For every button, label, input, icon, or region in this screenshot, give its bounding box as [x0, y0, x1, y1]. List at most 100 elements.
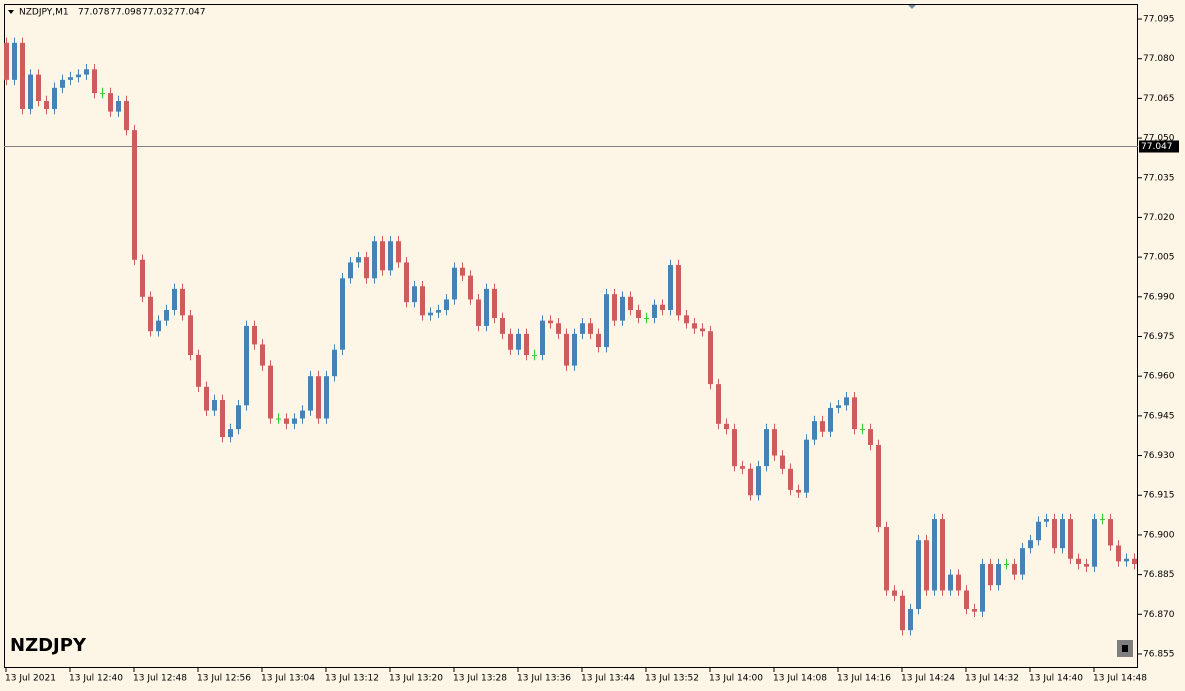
candle-body: [700, 328, 705, 332]
candle-body: [340, 278, 345, 350]
candle-body: [1100, 519, 1105, 521]
candle-body: [100, 93, 105, 95]
x-tick-label: 13 Jul 13:36: [517, 674, 571, 684]
candle-body: [1060, 519, 1065, 549]
candle-body: [1092, 519, 1097, 567]
candle-body: [92, 69, 97, 94]
candle-body: [484, 288, 489, 326]
x-tick-label: 13 Jul 13:12: [325, 674, 379, 684]
x-tick-label: 13 Jul 12:56: [197, 674, 251, 684]
candle-body: [548, 320, 553, 324]
menu-arrow[interactable]: [8, 10, 14, 14]
header-value: 77.047: [174, 8, 206, 18]
x-tick-label: 13 Jul 14:32: [965, 674, 1019, 684]
x-tick-label: 13 Jul 14:00: [709, 674, 763, 684]
candle-body: [724, 423, 729, 430]
y-tick-label: 76.975: [1143, 332, 1175, 342]
candle-body: [676, 265, 681, 316]
candle-body: [68, 77, 73, 80]
plot-frame: [4, 4, 1138, 668]
candle-body: [628, 296, 633, 311]
candle-body: [116, 101, 121, 112]
candle-body: [596, 333, 601, 348]
candle-body: [812, 421, 817, 440]
candle-body: [796, 489, 801, 493]
candle-body: [868, 429, 873, 445]
candle-body: [1116, 545, 1121, 562]
shift-marker[interactable]: [908, 5, 916, 9]
x-tick-label: 13 Jul 14:40: [1029, 674, 1083, 684]
candle-body: [956, 574, 961, 591]
candle-body: [1076, 558, 1081, 565]
candle-body: [132, 130, 137, 260]
candle-body: [820, 421, 825, 432]
candle-body: [180, 288, 185, 316]
y-tick-label: 77.095: [1143, 15, 1175, 25]
candle-body: [1108, 519, 1113, 546]
candle-body: [692, 323, 697, 329]
candle-body: [748, 468, 753, 496]
y-tick-label: 76.945: [1143, 411, 1175, 421]
candle-body: [332, 349, 337, 377]
candle-body: [660, 304, 665, 311]
candle-body: [500, 317, 505, 334]
candle-body: [204, 386, 209, 411]
candle-body: [476, 299, 481, 326]
candle-body: [444, 299, 449, 311]
y-tick-label: 77.020: [1143, 213, 1175, 223]
candle-body: [28, 74, 33, 109]
candle-body: [172, 288, 177, 311]
candle-body: [804, 439, 809, 493]
candle-body: [508, 333, 513, 350]
header-value: 77.098: [110, 8, 142, 18]
candle-body: [996, 564, 1001, 586]
candle-body: [884, 526, 889, 591]
candle-body: [1004, 564, 1009, 566]
x-tick-label: 13 Jul 13:04: [261, 674, 315, 684]
candle-body: [740, 466, 745, 469]
candle-body: [108, 93, 113, 112]
candle-body: [620, 296, 625, 321]
candle-body: [236, 405, 241, 430]
symbol-label: NZDJPY,M1: [19, 8, 69, 18]
candle-body: [588, 323, 593, 334]
candle-body: [468, 275, 473, 300]
candle-body: [828, 407, 833, 432]
candle-body: [732, 429, 737, 467]
candle-body: [220, 399, 225, 438]
y-tick-label: 76.915: [1143, 491, 1175, 501]
candle-body: [852, 397, 857, 430]
candle-body: [164, 310, 169, 321]
scroll-button-icon: [1122, 645, 1128, 652]
candle-body: [860, 429, 865, 431]
candle-body: [388, 241, 393, 271]
candle-body: [988, 564, 993, 586]
plot-area: [4, 37, 1138, 636]
candle-body: [244, 325, 249, 406]
candle-body: [652, 304, 657, 318]
candle-body: [844, 397, 849, 406]
candle-body: [1132, 558, 1137, 565]
candle-body: [412, 286, 417, 303]
candle-body: [1028, 540, 1033, 549]
candle-body: [492, 288, 497, 318]
candle-body: [52, 87, 57, 109]
candle-body: [156, 320, 161, 332]
candle-body: [1044, 519, 1049, 522]
candle-body: [612, 294, 617, 321]
candle-body: [380, 241, 385, 271]
candle-body: [420, 286, 425, 316]
candle-body: [1036, 521, 1041, 541]
x-tick-label: 13 Jul 14:24: [901, 674, 955, 684]
y-tick-label: 76.900: [1143, 530, 1175, 540]
candle-body: [580, 323, 585, 334]
candle-body: [12, 42, 17, 80]
candle-body: [524, 333, 529, 356]
candle-body: [460, 267, 465, 276]
y-tick-label: 76.990: [1143, 292, 1175, 302]
candle-body: [188, 315, 193, 356]
candle-body: [716, 384, 721, 424]
candle-body: [452, 267, 457, 300]
candle-body: [252, 325, 257, 345]
